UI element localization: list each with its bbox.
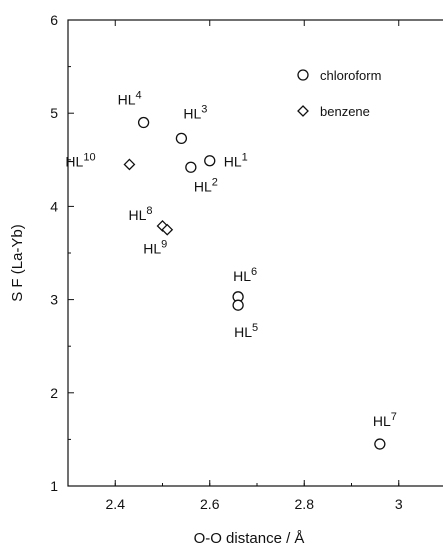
point-label: HL1 [224,152,248,170]
y-tick-label: 3 [50,292,58,308]
point-label: HL5 [234,322,258,340]
y-tick-label: 2 [50,385,58,401]
data-point-circle [232,299,244,311]
point-label: HL7 [373,411,397,429]
x-tick-label: 2.6 [200,496,220,512]
y-tick-label: 5 [50,105,58,121]
y-tick-label: 4 [50,198,58,214]
x-axis-title: O-O distance / Å [194,530,305,547]
data-point-diamond [123,158,136,171]
data-point-circle [185,161,197,173]
x-tick-label: 3 [395,496,403,512]
data-point-circle [204,155,216,167]
y-axis-title: S F (La-Yb) [9,224,26,302]
legend-label: chloroform [320,68,381,83]
data-point-circle [374,438,386,450]
y-tick-label: 1 [50,478,58,494]
x-tick-label: 2.8 [295,496,315,512]
point-label: HL10 [65,151,95,169]
point-label: HL2 [194,176,218,194]
point-label: HL4 [118,90,142,108]
x-tick-label: 2.4 [106,496,126,512]
point-label: HL8 [129,205,153,223]
data-point-circle [137,116,150,129]
legend-label: benzene [320,104,370,119]
legend-marker-chloroform [297,69,309,81]
point-label: HL9 [143,239,167,257]
data-point-diamond [161,223,174,236]
data-point-circle [175,132,188,145]
point-label: HL6 [233,266,257,284]
y-tick-label: 6 [50,12,58,28]
legend-marker-benzene [297,105,309,117]
point-label: HL3 [183,103,207,121]
